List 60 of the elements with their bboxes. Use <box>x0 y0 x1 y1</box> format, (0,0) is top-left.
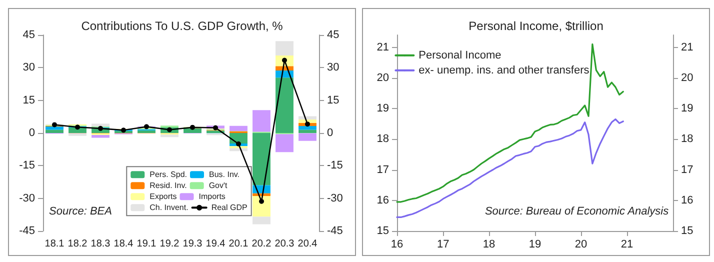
legend-label: Imports <box>198 192 226 202</box>
y-tick-label: 15 <box>376 225 389 237</box>
y2-tick-label: 15 <box>327 94 340 106</box>
y-tick-label: 21 <box>376 41 389 54</box>
x-tick-label: 20 <box>574 238 588 250</box>
x-tick-label: 17 <box>436 238 450 250</box>
y-tick-label: -45 <box>19 225 35 237</box>
x-tick-label: 19 <box>528 238 542 250</box>
y2-tick-label: 17 <box>681 164 694 176</box>
y2-tick-label: 21 <box>681 41 694 54</box>
x-tick-label: 18.3 <box>90 238 111 250</box>
x-tick-label: 18.2 <box>68 238 88 250</box>
y-tick-label: 45 <box>22 29 35 41</box>
x-tick-label: 19.1 <box>136 238 157 250</box>
x-tick-label: 19.2 <box>160 238 180 250</box>
legend-label: Resid. Inv. <box>150 181 187 190</box>
legend-label: Ch. Invent. <box>150 203 188 212</box>
y-tick-label: 18 <box>376 133 389 146</box>
x-tick-label: 16 <box>390 238 404 250</box>
legend-label: Real GDP <box>211 203 248 212</box>
x-tick-label: 18.1 <box>44 238 65 250</box>
y-tick-label: 17 <box>376 164 389 176</box>
x-tick-label: 20.3 <box>274 238 295 250</box>
x-tick-label: 19.3 <box>182 238 203 250</box>
y2-tick-label: 15 <box>681 225 694 237</box>
legend-label: Pers. Spd. <box>150 170 187 180</box>
y-tick-label: 20 <box>376 72 389 84</box>
y-tick-label: 15 <box>22 94 35 106</box>
chart-title: Personal Income, $trillion <box>468 19 604 33</box>
y2-tick-label: -45 <box>327 225 343 237</box>
y-tick-label: 30 <box>22 62 35 74</box>
chart-title: Contributions To U.S. GDP Growth, % <box>81 19 284 33</box>
legend-label: ex- unemp. ins. and other transfers <box>418 64 590 76</box>
y2-tick-label: -15 <box>327 160 343 172</box>
x-tick-label: 18.4 <box>114 238 134 250</box>
annotation: Source: BEA <box>49 206 112 218</box>
y-tick-label: 19 <box>376 102 389 114</box>
y-tick-label: -15 <box>19 160 35 172</box>
x-tick-label: 20.4 <box>298 238 318 250</box>
y2-tick-label: 19 <box>681 102 694 114</box>
y-tick-label: 16 <box>376 194 389 206</box>
x-tick-label: 18 <box>482 238 496 250</box>
x-tick-label: 19.4 <box>206 238 226 250</box>
annotation: Source: Bureau of Economic Analysis <box>484 206 670 218</box>
y2-tick-label: 45 <box>327 29 340 41</box>
y2-tick-label: 18 <box>681 133 694 146</box>
x-tick-label: 20.1 <box>228 238 249 250</box>
y-tick-label: -30 <box>19 192 35 204</box>
y2-tick-label: -30 <box>327 192 343 204</box>
y2-tick-label: 16 <box>681 194 694 206</box>
y-tick-label: 0 <box>28 127 35 139</box>
x-tick-label: 21 <box>620 238 634 250</box>
legend-label: Personal Income <box>418 49 502 62</box>
y2-tick-label: 0 <box>327 127 334 139</box>
legend-label: Gov't <box>208 181 228 190</box>
legend-label: Bus. Inv. <box>208 170 240 180</box>
x-tick-label: 20.2 <box>252 238 272 250</box>
y2-tick-label: 30 <box>327 62 340 74</box>
y2-tick-label: 20 <box>681 72 694 84</box>
legend-label: Exports <box>150 192 177 202</box>
